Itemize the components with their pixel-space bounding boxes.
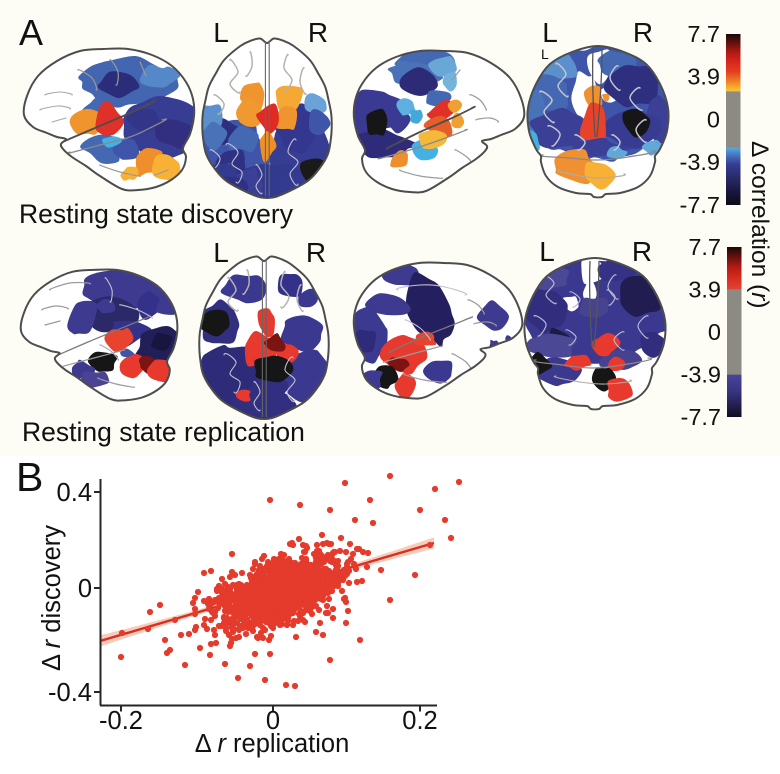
svg-text:L: L <box>213 237 229 268</box>
svg-text:0: 0 <box>78 575 92 603</box>
svg-text:Δ r replication: Δ r replication <box>195 730 350 758</box>
svg-text:L: L <box>541 46 549 62</box>
svg-text:0.2: 0.2 <box>402 707 437 735</box>
svg-text:L: L <box>539 236 555 267</box>
svg-text:Resting state replication: Resting state replication <box>22 417 305 447</box>
svg-text:R: R <box>632 236 652 267</box>
svg-text:R: R <box>633 17 653 48</box>
svg-text:Resting state discovery: Resting state discovery <box>19 199 294 229</box>
svg-text:-7.7: -7.7 <box>681 404 722 430</box>
svg-text:0: 0 <box>708 319 721 345</box>
svg-text:A: A <box>19 12 43 53</box>
svg-text:-0.4: -0.4 <box>48 679 92 707</box>
svg-text:3.9: 3.9 <box>687 64 720 90</box>
svg-text:-0.2: -0.2 <box>99 707 143 735</box>
svg-text:L: L <box>542 17 558 48</box>
svg-text:-3.9: -3.9 <box>681 362 722 388</box>
svg-text:R: R <box>308 17 328 48</box>
svg-text:B: B <box>16 454 43 500</box>
svg-text:Δ r discovery: Δ r discovery <box>38 525 66 671</box>
svg-text:-7.7: -7.7 <box>680 192 721 218</box>
svg-text:Δ correlation (r): Δ correlation (r) <box>746 141 773 309</box>
svg-text:L: L <box>213 17 229 48</box>
svg-text:7.7: 7.7 <box>688 234 721 260</box>
svg-text:0: 0 <box>707 107 720 133</box>
svg-text:3.9: 3.9 <box>688 277 721 303</box>
svg-text:R: R <box>306 237 326 268</box>
svg-text:7.7: 7.7 <box>687 21 720 47</box>
svg-text:0.4: 0.4 <box>57 479 92 507</box>
svg-text:0: 0 <box>266 707 280 735</box>
svg-text:-3.9: -3.9 <box>680 149 721 175</box>
